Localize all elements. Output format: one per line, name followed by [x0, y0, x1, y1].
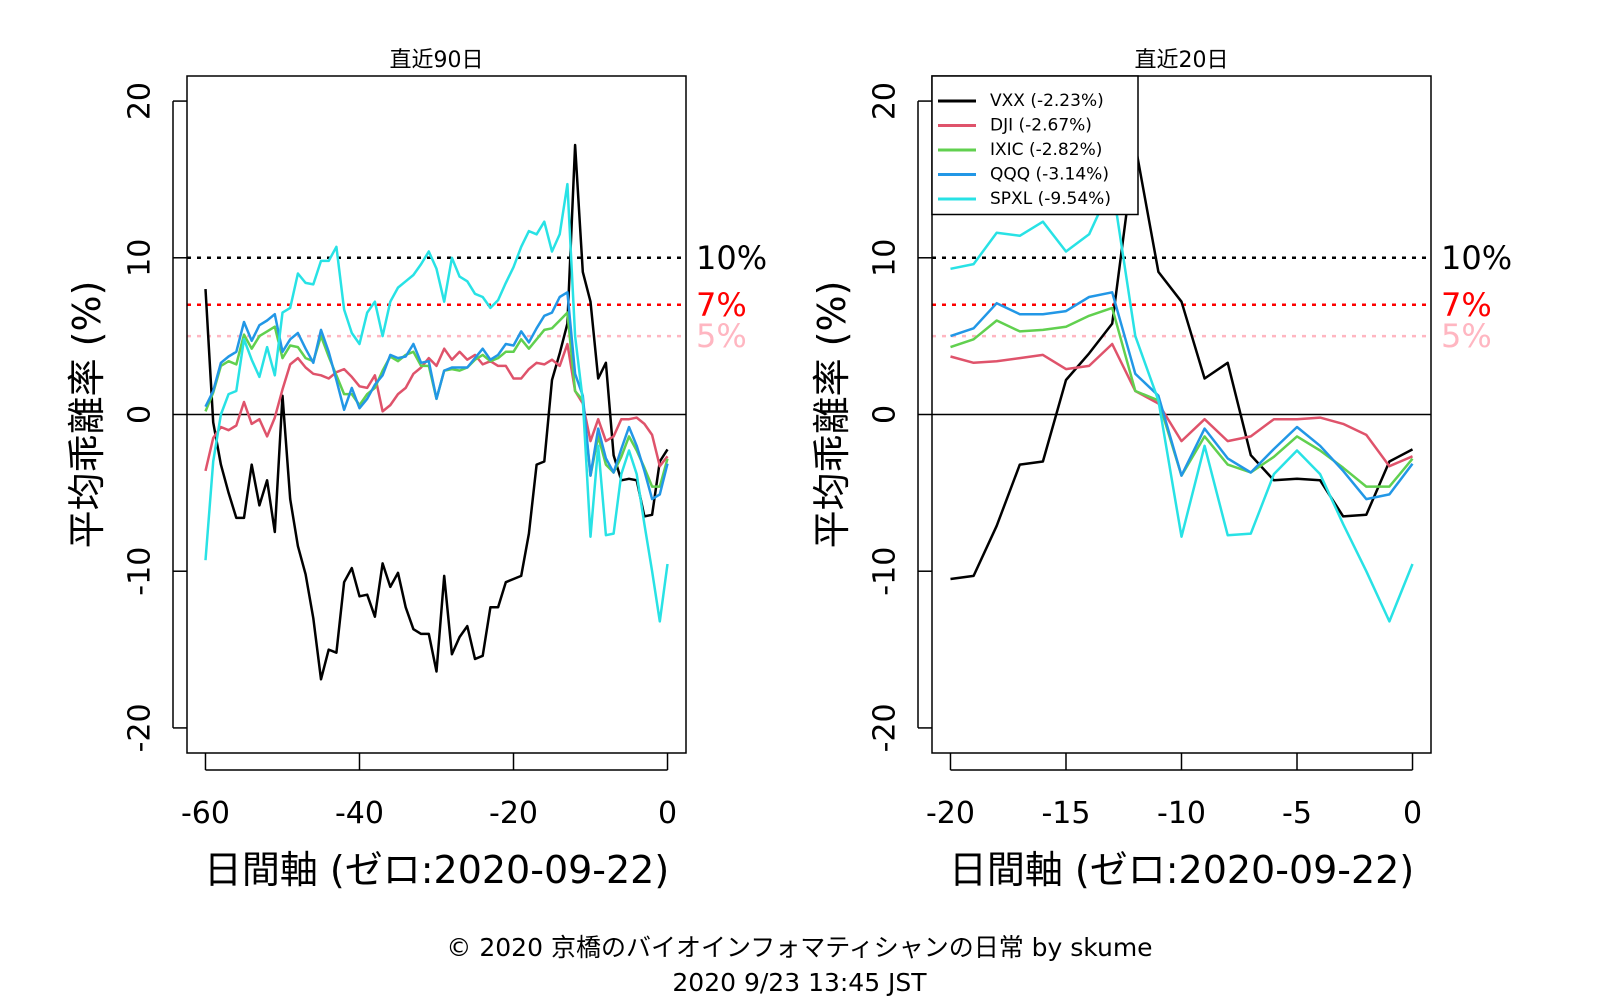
y-axis-title: 平均乖離率 (%) [810, 281, 854, 549]
series-line-spxl [204, 182, 669, 623]
y-tick-label: -20 [123, 703, 158, 752]
x-tick-label: 0 [1403, 796, 1422, 831]
series-line-vxx [204, 143, 669, 681]
x-axis-title: 日間軸 (ゼロ:2020-09-22) [204, 848, 669, 892]
series-line-dji [204, 342, 669, 472]
series-line-spxl [950, 182, 1414, 623]
legend-box [931, 75, 1139, 216]
x-tick-label: 0 [658, 796, 677, 831]
x-tick-label: -5 [1282, 796, 1312, 831]
copyright-text: © 2020 京橋のバイオインフォマティシャンの日常 by skume [446, 933, 1153, 962]
series-line-vxx [950, 143, 1414, 581]
y-tick-label: 10 [868, 239, 903, 277]
y-tick-label: 10 [123, 239, 158, 277]
legend-label-dji: DJI (-2.67%) [990, 116, 1092, 136]
x-tick-label: -15 [1041, 796, 1090, 831]
y-tick-label: 0 [868, 405, 903, 424]
legend: VXX (-2.23%) DJI (-2.67%) IXIC (-2.82%) QQQ… [931, 75, 1139, 216]
series-line-ixic [950, 306, 1414, 488]
series-line-dji [950, 342, 1413, 468]
series-line-qqq [204, 291, 669, 501]
y-tick-label: -10 [123, 547, 158, 596]
plot-border [931, 75, 1432, 754]
y-tick-label: -20 [868, 703, 903, 752]
legend-label-qqq: QQQ (-3.14%) [990, 165, 1109, 185]
series-line-qqq [950, 291, 1414, 501]
legend-label-spxl: SPXL (-9.54%) [990, 189, 1111, 209]
reference-label-7pct: 7% [696, 286, 747, 324]
chart-title: 直近20日 [1135, 48, 1229, 73]
chart-panel-1: 直近90日 -20 -10 0 10 20 -60 -40 -20 0 日間軸 (ゼロ:2020-0… [65, 48, 767, 892]
y-tick-label: 20 [868, 82, 903, 120]
series-group [950, 143, 1414, 623]
reference-label-10pct: 10% [696, 239, 767, 277]
x-tick-label: -20 [926, 796, 975, 831]
y-axis-title: 平均乖離率 (%) [65, 281, 109, 549]
x-tick-label: -20 [489, 796, 538, 831]
y-tick-label: 20 [123, 82, 158, 120]
chart-panel-2: 直近20日 -20 -10 0 10 20 -20 -15 -10 -5 0 日間軸 (ゼロ:2020… [810, 48, 1512, 892]
x-tick-label: -60 [181, 796, 230, 831]
reference-label-10pct: 10% [1441, 239, 1512, 277]
legend-label-vxx: VXX (-2.23%) [990, 91, 1104, 111]
x-tick-label: -40 [335, 796, 384, 831]
series-group [204, 143, 669, 681]
timestamp-text: 2020 9/23 13:45 JST [672, 968, 927, 997]
legend-label-ixic: IXIC (-2.82%) [990, 140, 1102, 160]
plot-border [186, 75, 687, 754]
x-tick-label: -10 [1157, 796, 1206, 831]
y-tick-label: -10 [868, 547, 903, 596]
reference-label-5pct: 5% [1441, 317, 1492, 355]
x-axis-title: 日間軸 (ゼロ:2020-09-22) [949, 848, 1414, 892]
reference-label-7pct: 7% [1441, 286, 1492, 324]
chart-title: 直近90日 [390, 48, 484, 73]
reference-label-5pct: 5% [696, 317, 747, 355]
y-tick-label: 0 [123, 405, 158, 424]
